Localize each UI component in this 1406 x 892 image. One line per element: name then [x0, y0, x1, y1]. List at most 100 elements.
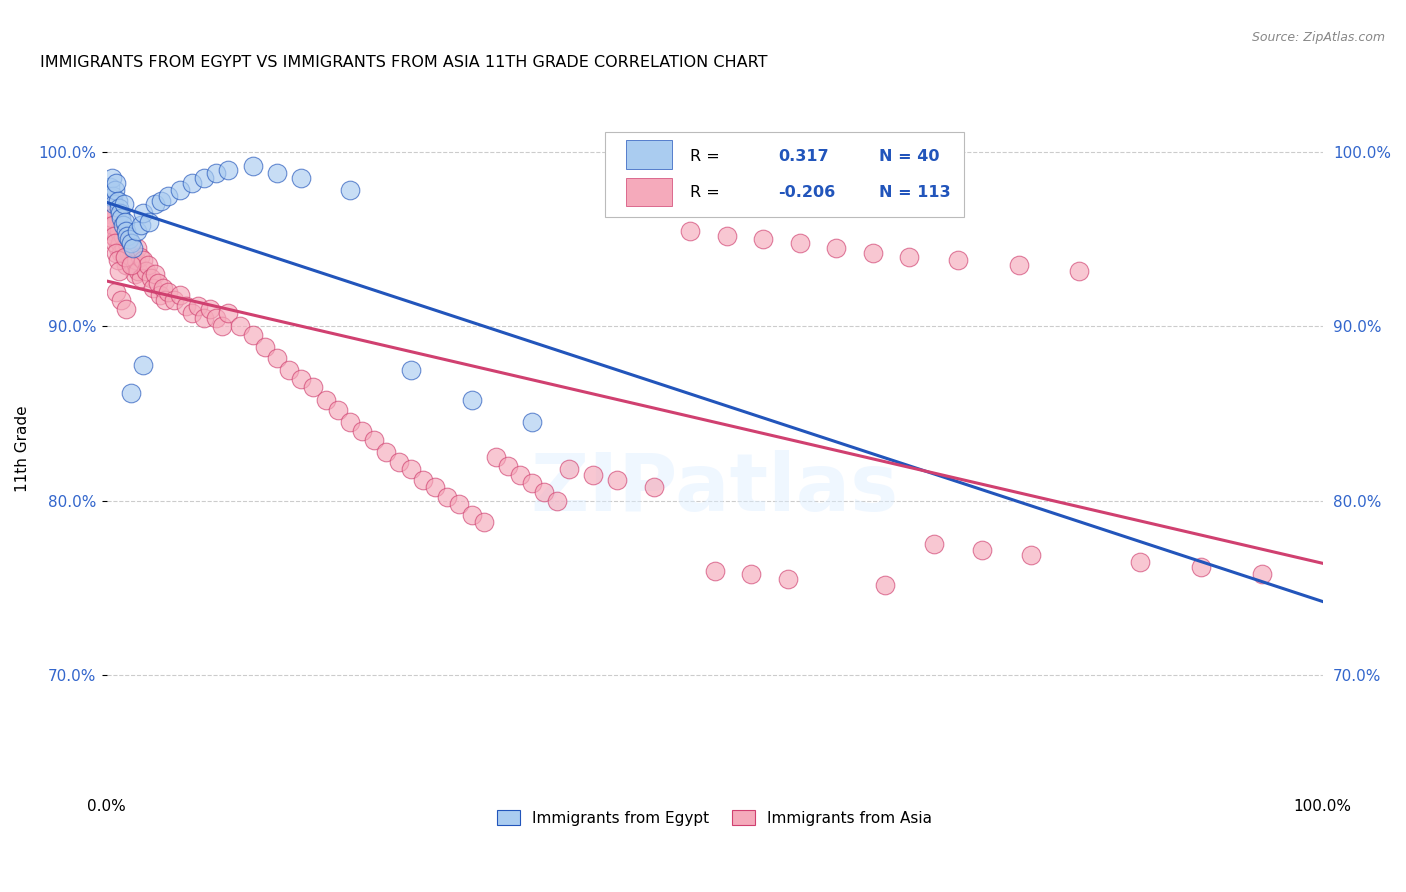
- Point: [643, 480, 665, 494]
- Text: N = 113: N = 113: [879, 186, 950, 201]
- Point: [108, 206, 131, 220]
- Point: [104, 235, 127, 250]
- Point: [103, 197, 125, 211]
- Point: [582, 467, 605, 482]
- Point: [136, 259, 159, 273]
- Point: [1250, 567, 1272, 582]
- Point: [509, 467, 531, 482]
- Point: [253, 340, 276, 354]
- Bar: [626, 140, 672, 169]
- Point: [266, 351, 288, 365]
- Point: [117, 235, 139, 250]
- Point: [703, 564, 725, 578]
- Point: [121, 250, 143, 264]
- Point: [266, 166, 288, 180]
- Point: [127, 241, 149, 255]
- Point: [152, 281, 174, 295]
- Point: [111, 228, 134, 243]
- Point: [100, 211, 122, 226]
- Point: [129, 270, 152, 285]
- Point: [315, 392, 337, 407]
- Point: [105, 285, 128, 299]
- Point: [922, 537, 945, 551]
- Point: [139, 270, 162, 285]
- Point: [187, 299, 209, 313]
- Point: [104, 184, 127, 198]
- Point: [558, 462, 581, 476]
- Text: IMMIGRANTS FROM EGYPT VS IMMIGRANTS FROM ASIA 11TH GRADE CORRELATION CHART: IMMIGRANTS FROM EGYPT VS IMMIGRANTS FROM…: [39, 55, 768, 70]
- Point: [399, 363, 422, 377]
- Point: [522, 415, 544, 429]
- Point: [101, 219, 124, 233]
- Point: [101, 188, 124, 202]
- Point: [752, 232, 775, 246]
- Point: [606, 473, 628, 487]
- Point: [789, 235, 811, 250]
- Point: [156, 285, 179, 299]
- Point: [449, 497, 471, 511]
- Point: [862, 246, 884, 260]
- Point: [97, 188, 120, 202]
- Point: [114, 250, 136, 264]
- Point: [108, 201, 131, 215]
- Point: [290, 171, 312, 186]
- Point: [153, 293, 176, 308]
- Point: [103, 228, 125, 243]
- Text: Source: ZipAtlas.com: Source: ZipAtlas.com: [1251, 31, 1385, 45]
- Point: [198, 301, 221, 316]
- Point: [211, 319, 233, 334]
- Point: [98, 201, 121, 215]
- Point: [132, 206, 155, 220]
- Point: [399, 462, 422, 476]
- Point: [135, 263, 157, 277]
- Point: [107, 194, 129, 208]
- Point: [145, 267, 167, 281]
- Point: [174, 299, 197, 313]
- Point: [972, 542, 994, 557]
- Point: [169, 288, 191, 302]
- Point: [120, 241, 142, 255]
- Point: [1007, 259, 1029, 273]
- Point: [242, 328, 264, 343]
- Point: [110, 211, 132, 226]
- Point: [412, 473, 434, 487]
- Point: [145, 197, 167, 211]
- Point: [100, 223, 122, 237]
- Point: [105, 177, 128, 191]
- Point: [103, 206, 125, 220]
- Point: [127, 263, 149, 277]
- Point: [114, 215, 136, 229]
- Point: [716, 228, 738, 243]
- Point: [326, 403, 349, 417]
- Point: [124, 267, 146, 281]
- Point: [132, 253, 155, 268]
- Point: [115, 223, 138, 237]
- Point: [105, 246, 128, 260]
- Y-axis label: 11th Grade: 11th Grade: [15, 405, 30, 491]
- Point: [107, 241, 129, 255]
- Point: [472, 515, 495, 529]
- Point: [156, 188, 179, 202]
- Point: [169, 184, 191, 198]
- Text: R =: R =: [690, 186, 720, 201]
- Point: [117, 228, 139, 243]
- Point: [423, 480, 446, 494]
- Point: [242, 159, 264, 173]
- Point: [100, 215, 122, 229]
- Point: [100, 171, 122, 186]
- Point: [217, 162, 239, 177]
- Point: [278, 363, 301, 377]
- Text: N = 40: N = 40: [879, 149, 939, 164]
- Point: [436, 491, 458, 505]
- Point: [496, 458, 519, 473]
- Point: [1069, 263, 1091, 277]
- Point: [1189, 560, 1212, 574]
- Point: [122, 241, 145, 255]
- Point: [776, 572, 799, 586]
- Point: [290, 372, 312, 386]
- Point: [460, 392, 482, 407]
- Point: [205, 310, 228, 325]
- Point: [1019, 548, 1042, 562]
- Bar: [626, 178, 672, 206]
- Point: [533, 485, 555, 500]
